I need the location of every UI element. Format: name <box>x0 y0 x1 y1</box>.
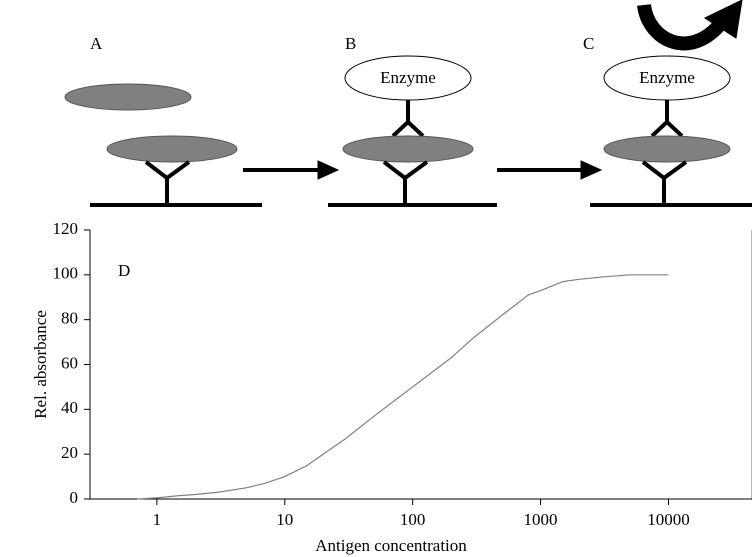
antigen <box>603 135 731 163</box>
panel-label: B <box>345 34 356 53</box>
antigen <box>64 83 192 111</box>
y-tick-label: 0 <box>70 488 79 507</box>
arrow-head <box>580 160 603 180</box>
reaction-arrow-head <box>703 0 743 39</box>
antibody <box>144 160 191 205</box>
y-tick-label: 20 <box>61 443 78 462</box>
antigen <box>342 135 474 163</box>
antibody <box>391 100 425 138</box>
y-tick-label: 120 <box>53 219 79 238</box>
panel-label: A <box>90 34 103 53</box>
antibody <box>382 160 429 205</box>
antigen <box>106 135 238 163</box>
annotation: D <box>118 261 130 280</box>
panel-label: C <box>583 34 594 53</box>
y-tick-label: 60 <box>61 353 78 372</box>
arrow-head <box>317 160 340 180</box>
y-tick-label: 40 <box>61 398 78 417</box>
x-tick-label: 10000 <box>647 510 690 529</box>
x-tick-label: 100 <box>400 510 426 529</box>
antibody <box>641 160 688 205</box>
antibody <box>650 100 684 138</box>
y-axis-title: Rel. absorbance <box>31 310 50 419</box>
diagram <box>64 0 752 207</box>
reaction-arrow <box>637 3 728 51</box>
line-series <box>137 274 669 500</box>
x-tick-label: 1 <box>153 510 162 529</box>
plot-frame <box>751 230 752 499</box>
x-tick-label: 1000 <box>524 510 558 529</box>
y-tick-label: 80 <box>61 309 78 328</box>
enzyme-label: Enzyme <box>380 68 436 87</box>
x-axis-title: Antigen concentration <box>315 536 467 555</box>
enzyme-label: Enzyme <box>639 68 695 87</box>
y-tick-label: 100 <box>53 264 79 283</box>
x-tick-label: 10 <box>276 510 293 529</box>
